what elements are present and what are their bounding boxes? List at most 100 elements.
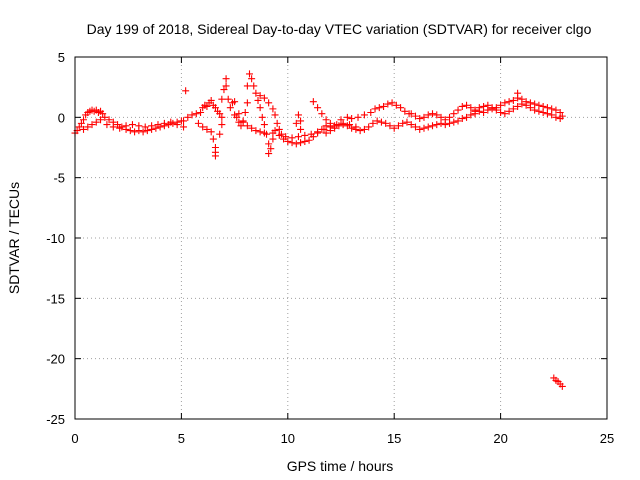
data-point xyxy=(488,104,496,112)
data-point xyxy=(322,116,330,124)
data-point xyxy=(256,104,264,112)
data-point xyxy=(548,105,556,113)
data-point xyxy=(337,116,345,124)
data-point xyxy=(552,106,560,114)
data-point xyxy=(297,117,305,125)
data-point xyxy=(197,109,205,117)
data-point xyxy=(273,119,281,127)
data-point xyxy=(252,127,260,135)
data-point xyxy=(505,98,513,106)
data-point xyxy=(463,101,471,109)
data-point xyxy=(526,104,534,112)
data-point xyxy=(222,82,230,90)
data-point xyxy=(307,130,315,138)
data-point xyxy=(501,110,509,118)
data-point xyxy=(356,127,364,135)
plot-frame xyxy=(74,56,608,420)
data-point xyxy=(75,123,83,131)
axis-ticks: 0 5 10 15 20 25 5 0 -5 -10 -15 -20 -25 xyxy=(46,50,614,446)
y-tick-label: -10 xyxy=(46,231,65,246)
data-point xyxy=(437,119,445,127)
data-point xyxy=(377,118,385,126)
y-tick-label: 0 xyxy=(58,110,65,125)
data-point xyxy=(305,136,313,144)
data-point xyxy=(348,115,356,123)
data-point xyxy=(535,107,543,115)
data-point xyxy=(309,98,317,106)
data-point xyxy=(401,107,409,115)
data-point xyxy=(543,104,551,112)
data-point xyxy=(360,125,368,133)
data-point xyxy=(260,121,268,129)
data-point xyxy=(467,111,475,119)
data-point xyxy=(203,125,211,133)
data-point xyxy=(269,129,277,137)
x-axis-label: GPS time / hours xyxy=(287,458,394,474)
data-point xyxy=(463,113,471,121)
data-point xyxy=(531,100,539,108)
data-point xyxy=(237,122,245,130)
data-point xyxy=(265,99,273,107)
data-point xyxy=(141,123,149,131)
data-point xyxy=(218,121,226,129)
data-point xyxy=(184,113,192,121)
data-point xyxy=(420,113,428,121)
data-point xyxy=(558,382,566,390)
data-point xyxy=(152,124,160,132)
data-point xyxy=(441,116,449,124)
data-point xyxy=(301,131,309,139)
grid xyxy=(75,57,607,419)
data-point xyxy=(397,104,405,112)
data-point xyxy=(167,118,175,126)
data-point xyxy=(256,92,264,100)
data-point xyxy=(322,129,330,137)
data-point xyxy=(394,122,402,130)
data-point xyxy=(424,111,432,119)
data-point xyxy=(375,104,383,112)
data-point xyxy=(454,117,462,125)
data-point xyxy=(399,119,407,127)
y-axis-label: SDTVAR / TECUs xyxy=(6,182,22,294)
data-point xyxy=(248,124,256,132)
data-point xyxy=(282,133,290,141)
y-tick-label: 5 xyxy=(58,50,65,65)
data-point xyxy=(339,121,347,129)
data-point xyxy=(454,106,462,114)
data-point xyxy=(160,119,168,127)
y-tick-label: -15 xyxy=(46,291,65,306)
data-points xyxy=(71,70,566,390)
data-point xyxy=(116,124,124,132)
data-point xyxy=(318,110,326,118)
data-point xyxy=(484,101,492,109)
data-point xyxy=(373,117,381,125)
data-point xyxy=(497,101,505,109)
data-point xyxy=(411,123,419,131)
data-point xyxy=(269,135,277,143)
data-point xyxy=(411,112,419,120)
data-point xyxy=(284,137,292,145)
data-point xyxy=(407,110,415,118)
data-point xyxy=(243,99,251,107)
data-point xyxy=(226,104,234,112)
data-point xyxy=(294,133,302,141)
x-tick-label: 10 xyxy=(281,431,295,446)
y-tick-label: -20 xyxy=(46,352,65,367)
data-point xyxy=(322,122,330,130)
data-point xyxy=(128,121,136,129)
data-point xyxy=(371,105,379,113)
data-point xyxy=(97,116,105,124)
data-point xyxy=(450,110,458,118)
data-point xyxy=(497,109,505,117)
data-point xyxy=(548,111,556,119)
data-point xyxy=(384,100,392,108)
data-point xyxy=(437,113,445,121)
data-point xyxy=(288,134,296,142)
data-point xyxy=(218,113,226,121)
data-point xyxy=(509,105,517,113)
data-point xyxy=(331,124,339,132)
data-point xyxy=(518,100,526,108)
data-point xyxy=(207,128,215,136)
data-point xyxy=(320,125,328,133)
data-point xyxy=(80,125,88,133)
